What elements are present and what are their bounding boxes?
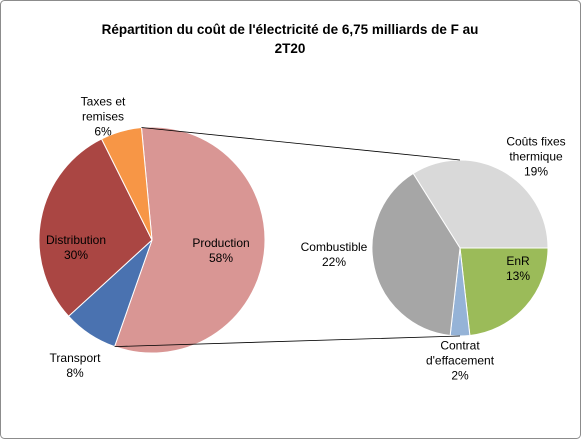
data-label: Transport 8% xyxy=(30,351,120,381)
category-label: Production xyxy=(192,236,250,250)
category-label: EnR xyxy=(506,254,530,268)
data-label: Coûts fixes thermique 19% xyxy=(491,135,581,180)
pie-slice xyxy=(371,172,461,337)
value-label: 22% xyxy=(321,255,347,269)
pie-slice xyxy=(412,159,549,249)
value-label: 2% xyxy=(451,368,469,383)
value-label: 58% xyxy=(208,251,234,265)
pie-slice xyxy=(459,247,549,337)
value-label: 30% xyxy=(63,248,89,262)
value-label: 13% xyxy=(505,269,531,283)
data-label: Contrat d'effacement 2% xyxy=(410,339,510,384)
data-label: Distribution 30% xyxy=(31,233,121,263)
pie-slice xyxy=(38,138,153,317)
category-label: Taxes et remises xyxy=(80,94,126,124)
data-label: Taxes et remises 6% xyxy=(68,95,138,140)
category-label: Transport xyxy=(49,351,101,365)
category-label: Distribution xyxy=(45,233,107,247)
data-label: EnR 13% xyxy=(488,254,548,284)
category-label: Contrat d'effacement xyxy=(425,338,495,368)
pie-slice xyxy=(100,126,153,241)
connector-line xyxy=(114,335,461,348)
connector-line xyxy=(141,127,461,161)
chart-title: Répartition du coût de l'électricité de … xyxy=(101,22,479,56)
pie-slice xyxy=(113,126,266,354)
data-label: Production 58% xyxy=(176,236,266,266)
value-label: 19% xyxy=(523,164,549,179)
value-label: 6% xyxy=(94,124,112,139)
category-label: Combustible xyxy=(300,240,368,254)
data-label: Combustible 22% xyxy=(284,240,384,270)
category-label: Coûts fixes thermique xyxy=(506,134,566,164)
value-label: 8% xyxy=(66,366,84,380)
